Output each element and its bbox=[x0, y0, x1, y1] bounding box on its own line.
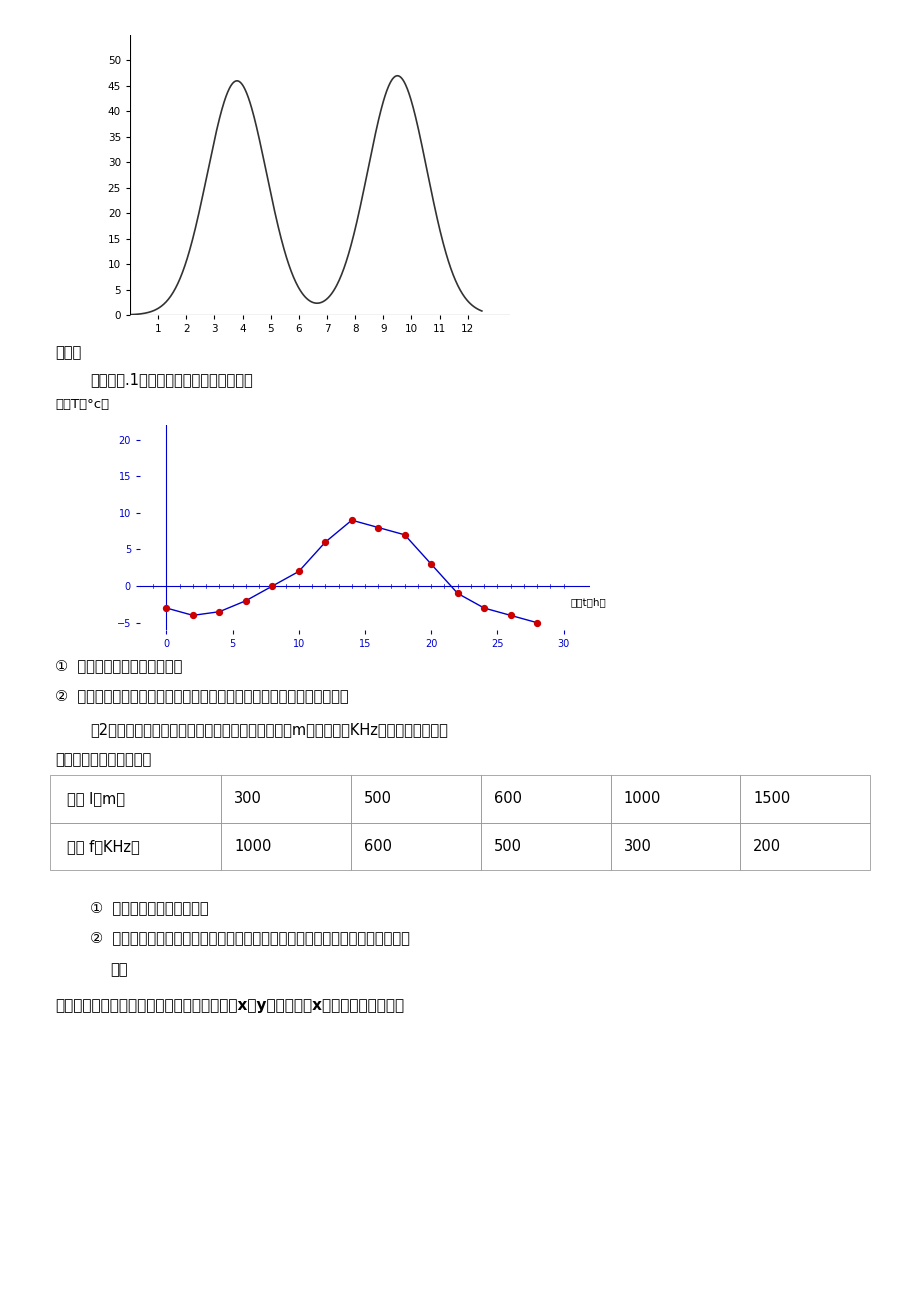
Point bbox=[238, 590, 253, 611]
Point bbox=[529, 612, 544, 633]
Point bbox=[344, 510, 358, 531]
Text: ②  这张图是怎样来展示这天各时刻的温度和刻画这铁的气温变化规律的？: ② 这张图是怎样来展示这天各时刻的温度和刻画这铁的气温变化规律的？ bbox=[55, 687, 348, 703]
Point bbox=[159, 598, 174, 618]
Text: 下表中是一些对应的数：: 下表中是一些对应的数： bbox=[55, 753, 151, 767]
Text: 吗？: 吗？ bbox=[110, 962, 128, 976]
Point bbox=[318, 531, 333, 552]
Point bbox=[186, 605, 200, 626]
Text: 时间t（h）: 时间t（h） bbox=[570, 598, 606, 607]
Text: ①  这张图告诉我们哪些信息？: ① 这张图告诉我们哪些信息？ bbox=[55, 658, 182, 673]
Point bbox=[291, 561, 306, 582]
Point bbox=[397, 525, 412, 546]
Point bbox=[503, 605, 517, 626]
Text: 一般的，在一个变化过程中，如果有两个变量x和y，并且对于x的每一个确定的値，: 一般的，在一个变化过程中，如果有两个变量x和y，并且对于x的每一个确定的値， bbox=[55, 999, 403, 1013]
Point bbox=[424, 553, 438, 574]
Point bbox=[211, 602, 226, 622]
Text: ①  这表告诉我们哪些信息？: ① 这表告诉我们哪些信息？ bbox=[90, 900, 209, 915]
Point bbox=[476, 598, 491, 618]
Point bbox=[265, 575, 279, 596]
Text: 温度T（°c）: 温度T（°c） bbox=[55, 398, 109, 411]
Text: ②  这张表是怎样刻画波长和频率之间的变化规律的，你能用一个表达式表示出来: ② 这张表是怎样刻画波长和频率之间的变化规律的，你能用一个表达式表示出来 bbox=[90, 930, 410, 945]
Text: （2）收音机上的刻度盘的波长和频率分别是用米（m）和赫兹（KHz）为单位标刻的，: （2）收音机上的刻度盘的波长和频率分别是用米（m）和赫兹（KHz）为单位标刻的， bbox=[90, 723, 448, 737]
Point bbox=[370, 517, 385, 538]
Point bbox=[449, 583, 464, 604]
Text: 新课：: 新课： bbox=[55, 345, 81, 359]
Text: 问题：（.1）如图是某日的气温变化图。: 问题：（.1）如图是某日的气温变化图。 bbox=[90, 372, 253, 387]
